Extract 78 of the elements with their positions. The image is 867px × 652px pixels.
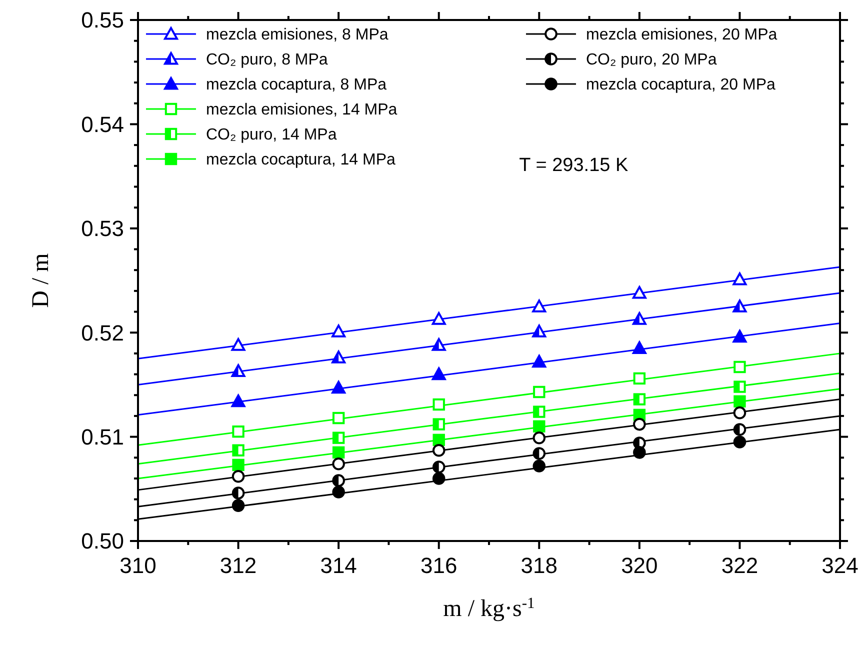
point [432, 312, 446, 325]
point [532, 460, 546, 472]
x-tick-label: 314 [320, 553, 357, 578]
y-tick-label: 0.54 [81, 112, 124, 137]
point [732, 300, 747, 312]
point [632, 341, 646, 354]
y-tick-label: 0.51 [81, 424, 124, 450]
legend-label: CO₂ puro, 8 MPa [206, 52, 328, 69]
point [332, 457, 345, 470]
point [432, 418, 445, 430]
point [432, 338, 446, 351]
point [232, 425, 244, 438]
x-tick-label: 316 [420, 553, 458, 578]
point [332, 474, 345, 487]
point [232, 458, 244, 472]
point [732, 272, 747, 286]
point [432, 367, 446, 380]
point [633, 372, 646, 385]
legend-label: mezcla emisiones, 8 MPa [206, 26, 388, 44]
y-tick-label: 0.55 [81, 8, 124, 33]
point [332, 324, 346, 338]
point [432, 472, 446, 485]
point [332, 350, 346, 364]
legend-label: CO₂ puro, 14 MPa [206, 126, 337, 144]
legend-label: CO₂ puro, 20 MPa [586, 52, 717, 69]
x-tick-label: 324 [822, 553, 858, 578]
point [332, 446, 345, 459]
point [532, 300, 546, 312]
point [532, 324, 546, 338]
point [532, 354, 546, 368]
point [733, 406, 746, 420]
point [232, 470, 245, 483]
point [432, 434, 445, 446]
point [332, 432, 345, 444]
x-tick-label: 322 [721, 553, 758, 578]
point [733, 423, 746, 436]
point [232, 486, 245, 500]
y-tick-label: 0.53 [81, 216, 124, 242]
point [734, 380, 746, 393]
point [533, 386, 546, 398]
x-axis-title: m / kg·s$^{-1}$ [443, 594, 535, 622]
x-tick-label: 320 [621, 553, 658, 578]
point [332, 380, 346, 394]
point [432, 444, 446, 457]
point [734, 360, 746, 374]
point [632, 286, 646, 299]
point [231, 394, 246, 408]
point [533, 406, 546, 418]
point [432, 460, 446, 474]
point [231, 364, 246, 377]
point [633, 393, 646, 406]
point [734, 395, 746, 408]
legend-label: mezcla cocaptura, 8 MPa [206, 76, 387, 94]
point [332, 486, 345, 498]
point [232, 499, 245, 512]
point [733, 436, 746, 448]
point [532, 431, 546, 444]
point [432, 398, 445, 411]
annotation: T = 293.15 K [519, 155, 628, 176]
y-tick-label: 0.52 [81, 320, 124, 346]
y-axis-title: D / m [28, 252, 54, 308]
legend-label: mezcla cocaptura, 14 MPa [206, 152, 396, 169]
x-tick-label: 310 [120, 553, 156, 578]
point [231, 338, 246, 351]
point [633, 446, 646, 459]
point [232, 444, 244, 456]
point [732, 330, 747, 343]
x-tick-label: 318 [520, 553, 558, 578]
point [532, 447, 546, 460]
y-tick-label: 0.50 [81, 528, 124, 554]
point [632, 312, 646, 325]
point [533, 420, 546, 432]
legend-label: mezcla cocaptura, 20 MPa [586, 76, 776, 94]
legend-label: mezcla emisiones, 14 MPa [206, 102, 398, 119]
legend-label: mezcla emisiones, 20 MPa [586, 26, 778, 44]
point [633, 418, 646, 431]
point [332, 412, 345, 424]
x-tick-label: 312 [220, 553, 257, 578]
